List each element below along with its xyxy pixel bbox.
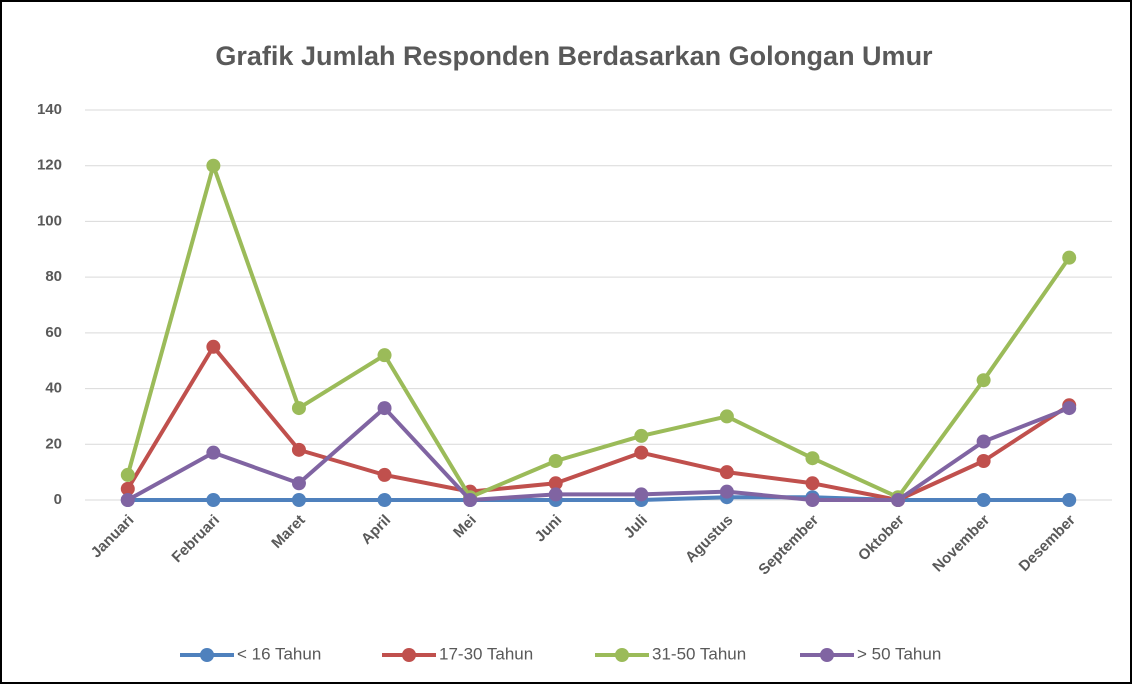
point xyxy=(291,493,306,507)
legend-label: < 16 Tahun xyxy=(237,644,321,663)
point xyxy=(976,434,991,449)
series-line xyxy=(127,495,1070,502)
point xyxy=(1062,250,1077,265)
point xyxy=(805,451,820,466)
y-tick-label: 80 xyxy=(45,268,62,285)
point xyxy=(291,401,306,416)
chart-title: Grafik Jumlah Responden Berdasarkan Golo… xyxy=(215,41,933,71)
point xyxy=(206,339,221,354)
legend-marker xyxy=(615,648,629,662)
legend-label: 31-50 Tahun xyxy=(652,644,746,663)
y-tick-label: 20 xyxy=(45,435,62,452)
y-tick-label: 0 xyxy=(54,491,62,508)
legend-marker xyxy=(200,648,214,662)
point xyxy=(206,493,221,507)
point xyxy=(463,493,478,507)
point xyxy=(291,442,306,457)
point xyxy=(548,487,563,502)
point xyxy=(1062,493,1077,507)
point xyxy=(719,484,734,499)
point xyxy=(719,465,734,480)
point xyxy=(377,493,392,507)
point xyxy=(805,476,820,491)
point xyxy=(805,493,820,507)
point xyxy=(976,454,991,468)
y-tick-label: 140 xyxy=(37,101,62,118)
point xyxy=(719,409,734,424)
point xyxy=(634,445,649,460)
series-line xyxy=(126,344,1071,502)
y-tick-label: 40 xyxy=(45,380,62,397)
point xyxy=(976,493,991,507)
point xyxy=(120,493,135,507)
point xyxy=(206,158,221,173)
point xyxy=(634,487,649,502)
legend-label: > 50 Tahun xyxy=(857,644,941,663)
point xyxy=(120,481,135,496)
legend-marker xyxy=(402,648,416,662)
point xyxy=(891,493,906,507)
series-line xyxy=(125,163,1071,500)
series-line xyxy=(126,406,1070,502)
y-tick-label: 120 xyxy=(37,157,62,174)
point xyxy=(377,348,392,363)
point xyxy=(976,373,991,388)
legend-marker xyxy=(820,648,834,662)
point xyxy=(634,428,649,443)
point xyxy=(1062,401,1077,416)
point xyxy=(548,454,563,468)
point xyxy=(377,467,392,482)
point xyxy=(377,401,392,416)
legend-label: 17-30 Tahun xyxy=(439,644,533,663)
y-tick-label: 100 xyxy=(37,212,62,229)
y-tick-label: 60 xyxy=(45,324,62,341)
point xyxy=(548,476,563,491)
point xyxy=(206,445,221,460)
point xyxy=(291,476,306,491)
point xyxy=(120,467,135,482)
